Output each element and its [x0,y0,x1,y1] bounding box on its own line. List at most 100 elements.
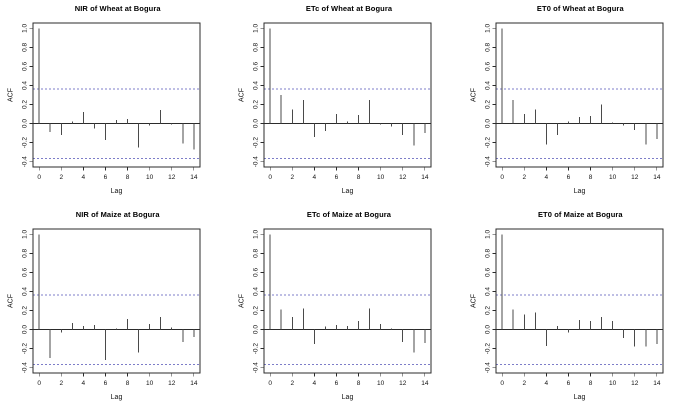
svg-text:0.2: 0.2 [253,100,260,109]
svg-text:1.0: 1.0 [22,229,29,238]
svg-text:Lag: Lag [573,394,585,401]
svg-text:-0.2: -0.2 [253,137,260,149]
svg-text:-0.2: -0.2 [253,343,260,355]
svg-text:8: 8 [588,380,592,387]
svg-text:1.0: 1.0 [484,23,491,32]
svg-text:0.8: 0.8 [484,42,491,51]
svg-text:1.0: 1.0 [253,23,260,32]
svg-text:10: 10 [377,174,385,181]
svg-text:0.2: 0.2 [253,306,260,315]
svg-text:0.6: 0.6 [22,268,29,277]
svg-text:14: 14 [422,174,430,181]
svg-text:1.0: 1.0 [484,229,491,238]
svg-text:6: 6 [566,174,570,181]
svg-text:4: 4 [313,380,317,387]
svg-text:0.8: 0.8 [22,42,29,51]
svg-text:0.4: 0.4 [22,287,29,296]
svg-text:-0.4: -0.4 [253,362,260,374]
svg-text:0.0: 0.0 [253,119,260,128]
svg-text:0.4: 0.4 [484,287,491,296]
svg-text:4: 4 [82,174,86,181]
svg-text:Lag: Lag [342,188,354,195]
acf-chart-canvas: -0.4 -0.2 0.0 0.2 0.4 0.6 0.8 1.0 0 2 4 6 8 10 12 14 ACF… [239,22,432,195]
svg-text:0: 0 [37,380,41,387]
svg-text:ACF: ACF [239,294,246,308]
svg-text:4: 4 [544,380,548,387]
chart-title: ET0 of Wheat at Bogura [536,4,624,13]
svg-text:14: 14 [422,380,430,387]
svg-text:0: 0 [500,380,504,387]
acf-chart-canvas: -0.4 -0.2 0.0 0.2 0.4 0.6 0.8 1.0 0 2 4 6 8 10 12 14 ACF… [470,228,664,401]
svg-text:Lag: Lag [111,188,123,195]
svg-text:ACF: ACF [8,294,15,308]
svg-text:0: 0 [500,174,504,181]
svg-text:12: 12 [168,174,176,181]
svg-text:6: 6 [335,174,339,181]
svg-text:6: 6 [104,174,108,181]
svg-text:-0.4: -0.4 [22,362,29,374]
svg-text:0.0: 0.0 [22,119,29,128]
svg-text:2: 2 [291,380,295,387]
svg-text:1.0: 1.0 [253,229,260,238]
svg-text:ACF: ACF [8,88,15,102]
svg-text:6: 6 [335,380,339,387]
chart-title: NIR of Maize at Bogura [75,210,160,219]
svg-text:14: 14 [653,174,661,181]
acf-plot-nir-maize: NIR of Maize at Bogura -0.4 -0.2 0.0 0.2 0.4… [0,206,231,412]
chart-title: ET0 of Maize at Bogura [537,210,623,219]
svg-text:0.8: 0.8 [22,248,29,257]
svg-text:Lag: Lag [111,394,123,401]
svg-text:8: 8 [357,174,361,181]
acf-plot-et0-wheat: ET0 of Wheat at Bogura -0.4 -0.2 0.0 0.2 0.4… [463,0,694,206]
svg-text:8: 8 [126,174,130,181]
acf-chart-canvas: -0.4 -0.2 0.0 0.2 0.4 0.6 0.8 1.0 0 2 4 6 8 10 12 14 ACF… [470,22,664,195]
svg-text:0.2: 0.2 [484,306,491,315]
svg-text:12: 12 [631,380,639,387]
svg-text:2: 2 [522,380,526,387]
svg-text:0.8: 0.8 [484,248,491,257]
acf-chart-canvas: -0.4 -0.2 0.0 0.2 0.4 0.6 0.8 1.0 0 2 4 6 8 10 12 14 ACF… [239,228,432,401]
svg-text:0.6: 0.6 [22,62,29,71]
svg-text:0.8: 0.8 [253,248,260,257]
svg-text:6: 6 [104,380,108,387]
svg-text:0.4: 0.4 [22,81,29,90]
svg-text:0.6: 0.6 [253,62,260,71]
chart-title: ETc of Wheat at Bogura [305,4,393,13]
svg-text:8: 8 [126,380,130,387]
svg-text:2: 2 [59,380,63,387]
svg-text:ACF: ACF [239,88,246,102]
chart-title: NIR of Wheat at Bogura [74,4,161,13]
svg-text:0.4: 0.4 [253,81,260,90]
svg-text:0: 0 [269,380,273,387]
svg-text:-0.2: -0.2 [22,137,29,149]
svg-text:2: 2 [522,174,526,181]
svg-text:12: 12 [399,380,407,387]
svg-text:0.0: 0.0 [22,325,29,334]
svg-text:4: 4 [544,174,548,181]
svg-text:10: 10 [146,174,154,181]
svg-text:-0.4: -0.4 [484,362,491,374]
svg-text:0.6: 0.6 [484,62,491,71]
svg-text:0.0: 0.0 [484,119,491,128]
svg-text:1.0: 1.0 [22,23,29,32]
svg-text:6: 6 [566,380,570,387]
svg-text:0.0: 0.0 [253,325,260,334]
acf-plot-etc-maize: ETc of Maize at Bogura -0.4 -0.2 0.0 0.2 0.4… [231,206,462,412]
svg-text:-0.2: -0.2 [22,343,29,355]
svg-text:Lag: Lag [573,188,585,195]
svg-text:0.8: 0.8 [253,42,260,51]
acf-plot-et0-maize: ET0 of Maize at Bogura -0.4 -0.2 0.0 0.2 0.4… [463,206,694,412]
svg-text:12: 12 [168,380,176,387]
acf-plot-etc-wheat: ETc of Wheat at Bogura -0.4 -0.2 0.0 0.2 0.4… [231,0,462,206]
svg-text:0.6: 0.6 [253,268,260,277]
svg-text:0.4: 0.4 [484,81,491,90]
svg-text:-0.2: -0.2 [484,343,491,355]
svg-text:14: 14 [653,380,661,387]
svg-text:12: 12 [631,174,639,181]
svg-text:-0.2: -0.2 [484,137,491,149]
svg-text:4: 4 [82,380,86,387]
acf-chart-canvas: -0.4 -0.2 0.0 0.2 0.4 0.6 0.8 1.0 0 2 4 6 8 10 12 14 ACF… [8,22,201,195]
svg-text:10: 10 [609,380,617,387]
